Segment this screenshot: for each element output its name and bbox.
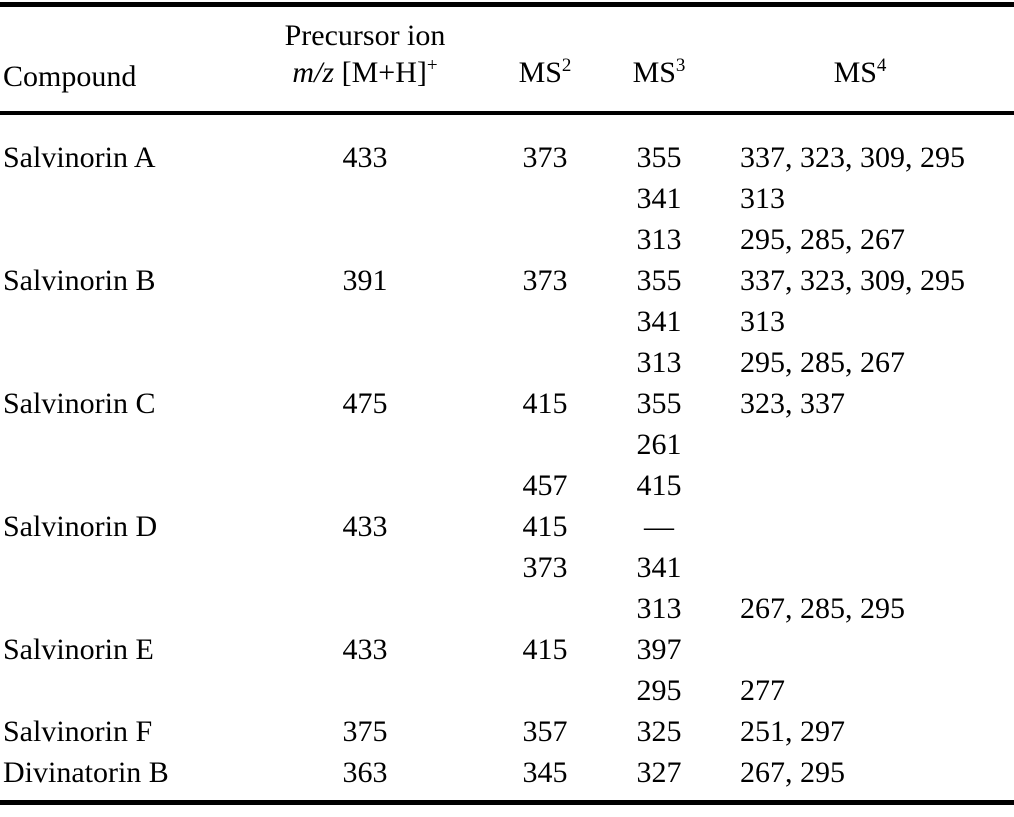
table-row: 373 341 — [0, 547, 1014, 588]
table-row: Salvinorin B 391 373 355 337, 323, 309, 295 — [0, 260, 1014, 301]
table-row: 341 313 — [0, 301, 1014, 342]
cell-precursor: 391 — [342, 264, 388, 297]
cell-ms2: 415 — [522, 510, 568, 543]
cell-ms4: 277 — [740, 674, 785, 707]
table-row: 295 277 — [0, 670, 1014, 711]
cell-precursor: 375 — [342, 715, 388, 748]
mz-label: m/z — [292, 56, 335, 89]
cell-compound: Salvinorin B — [3, 264, 156, 297]
cell-precursor: 433 — [342, 510, 388, 543]
cell-ms4: 251, 297 — [740, 715, 845, 748]
table-top-rule — [0, 2, 1014, 7]
table-row: Salvinorin D 433 415 — — [0, 506, 1014, 547]
cell-compound: Divinatorin B — [3, 756, 169, 789]
cell-ms3: 415 — [636, 469, 682, 502]
table-row: 341 313 — [0, 178, 1014, 219]
cell-ms4: 295, 285, 267 — [740, 346, 905, 379]
cell-precursor: 475 — [342, 387, 388, 420]
table-row: Salvinorin E 433 415 397 — [0, 629, 1014, 670]
cell-ms2: 357 — [522, 715, 568, 748]
table-row: 313 267, 285, 295 — [0, 588, 1014, 629]
cell-precursor: 433 — [342, 633, 388, 666]
cell-ms3: 341 — [636, 551, 682, 584]
cell-compound: Salvinorin C — [3, 387, 156, 420]
ms4-superscript: 4 — [876, 55, 887, 76]
cell-ms3: 313 — [636, 592, 682, 625]
col-header-compound-label: Compound — [3, 60, 137, 93]
col-header-precursor-line2: m/z [M+H]+ — [252, 54, 478, 95]
cell-ms3: 313 — [636, 346, 682, 379]
cell-ms4: 337, 323, 309, 295 — [740, 141, 965, 174]
col-header-ms4: MS4 — [706, 54, 1014, 95]
cell-ms3: 261 — [636, 428, 682, 461]
table-row: Salvinorin A 433 373 355 337, 323, 309, 295 — [0, 137, 1014, 178]
col-header-precursor: Precursor ion m/z [M+H]+ — [252, 17, 478, 95]
ms2-base: MS — [518, 56, 562, 89]
cell-ms2: 373 — [522, 551, 568, 584]
cell-precursor: 363 — [342, 756, 388, 789]
cell-ms2: 373 — [522, 264, 568, 297]
cell-ms3: 325 — [636, 715, 682, 748]
cell-ms3: 313 — [636, 223, 682, 256]
cell-ms2: 345 — [522, 756, 568, 789]
cell-ms4: 267, 285, 295 — [740, 592, 905, 625]
cell-ms3: — — [644, 510, 674, 543]
cell-ms4: 295, 285, 267 — [740, 223, 905, 256]
cell-ms3: 355 — [636, 387, 682, 420]
col-header-compound: Compound — [0, 58, 252, 95]
cell-ms2: 415 — [522, 387, 568, 420]
cell-ms4: 313 — [740, 305, 785, 338]
cell-ms3: 397 — [636, 633, 682, 666]
cell-compound: Salvinorin A — [3, 141, 156, 174]
cell-ms3: 341 — [636, 305, 682, 338]
col-header-ms2: MS2 — [478, 54, 612, 95]
table-row: 457 415 — [0, 465, 1014, 506]
cell-ms4: 313 — [740, 182, 785, 215]
table-header-rule — [0, 111, 1014, 115]
cell-compound: Salvinorin E — [3, 633, 154, 666]
cell-ms3: 355 — [636, 264, 682, 297]
ms2-superscript: 2 — [561, 55, 572, 76]
cell-precursor: 433 — [342, 141, 388, 174]
table-row: 313 295, 285, 267 — [0, 342, 1014, 383]
cell-ms2: 373 — [522, 141, 568, 174]
col-header-precursor-line1: Precursor ion — [284, 19, 446, 52]
ms3-superscript: 3 — [675, 55, 686, 76]
bottom-spacer — [0, 793, 1014, 800]
table-body: Salvinorin A 433 373 355 337, 323, 309, 295 3… — [0, 115, 1014, 793]
ms3-base: MS — [632, 56, 676, 89]
cell-ms3: 341 — [636, 182, 682, 215]
plus-superscript: + — [426, 55, 438, 76]
cell-ms2: 415 — [522, 633, 568, 666]
cell-ms3: 355 — [636, 141, 682, 174]
table-row: 313 295, 285, 267 — [0, 219, 1014, 260]
col-header-ms3: MS3 — [612, 54, 706, 95]
table-row: Salvinorin F 375 357 325 251, 297 — [0, 711, 1014, 752]
table-row: 261 — [0, 424, 1014, 465]
cell-ms4: 337, 323, 309, 295 — [740, 264, 965, 297]
cell-ms3: 295 — [636, 674, 682, 707]
cell-ms4: 267, 295 — [740, 756, 845, 789]
table-bottom-rule — [0, 800, 1014, 805]
cell-compound: Salvinorin D — [3, 510, 158, 543]
cell-ms2: 457 — [522, 469, 568, 502]
cell-ms3: 327 — [636, 756, 682, 789]
mh-label: [M+H] — [334, 56, 427, 89]
table-header-row: Compound Precursor ion m/z [M+H]+ MS2 MS… — [0, 7, 1014, 111]
table-row: Salvinorin C 475 415 355 323, 337 — [0, 383, 1014, 424]
cell-compound: Salvinorin F — [3, 715, 153, 748]
cell-ms4: 323, 337 — [740, 387, 845, 420]
ms4-base: MS — [833, 56, 877, 89]
table-row: Divinatorin B 363 345 327 267, 295 — [0, 752, 1014, 793]
